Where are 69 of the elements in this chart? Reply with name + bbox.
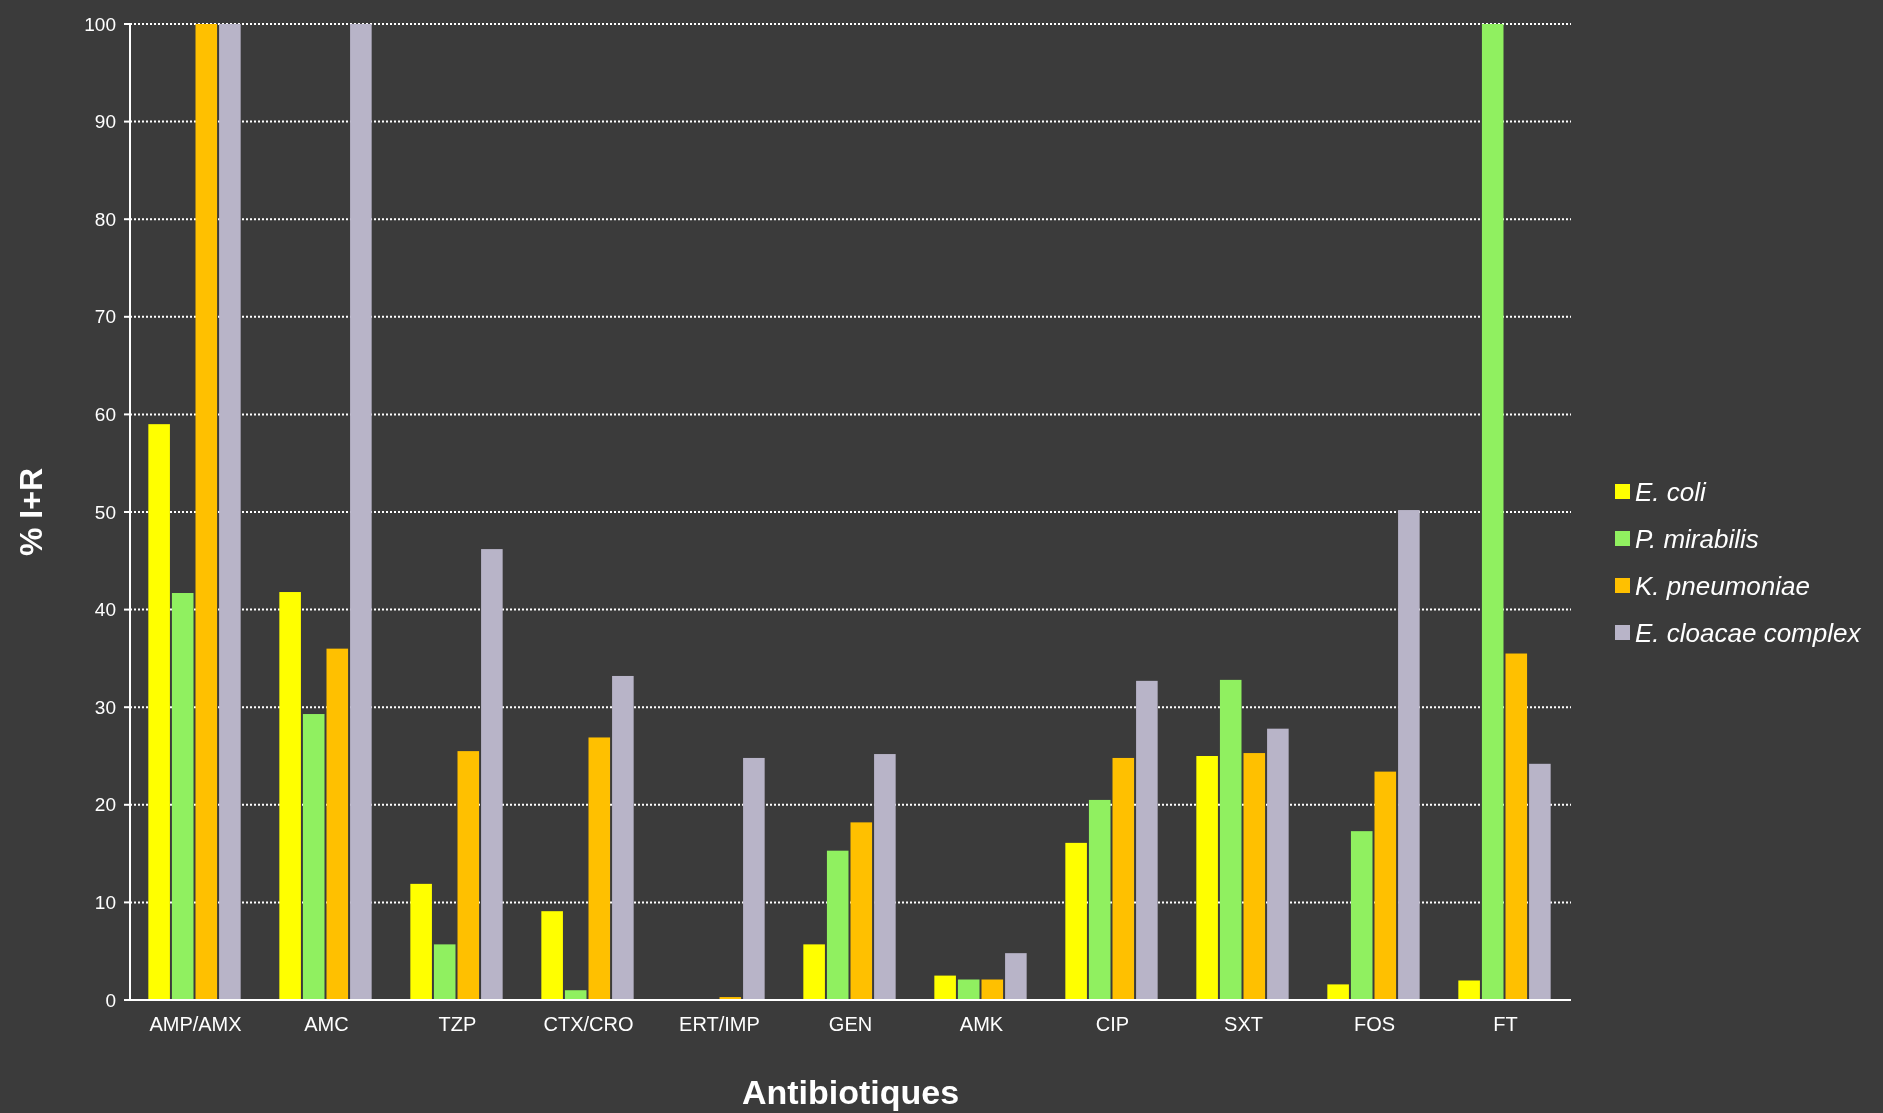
bar <box>1458 980 1480 1000</box>
x-tick-label: CIP <box>1095 1013 1130 1035</box>
y-tick-label: 10 <box>94 892 116 914</box>
legend-label: P. mirabilis <box>1635 524 1759 555</box>
bar <box>1350 831 1373 1000</box>
bar <box>326 648 349 1000</box>
y-tick-label: 70 <box>94 306 116 328</box>
bar <box>612 675 634 1000</box>
bar <box>1327 984 1349 1000</box>
bar <box>302 714 325 1000</box>
y-tick-label: 20 <box>94 794 116 816</box>
legend-label: E. cloacae complex <box>1635 618 1862 649</box>
y-tick-label: 80 <box>94 208 116 230</box>
bar <box>171 593 194 1000</box>
y-axis-title: % I+R <box>13 467 49 557</box>
bar <box>743 757 765 1000</box>
legend-label: E. coli <box>1635 477 1708 508</box>
bar <box>350 24 372 1000</box>
y-tick-label: 90 <box>94 111 116 133</box>
y-tick-label: 60 <box>94 404 116 426</box>
bar <box>1481 24 1504 1000</box>
bar <box>1065 842 1087 1000</box>
bar <box>1529 763 1551 1000</box>
legend-label: K. pneumoniae <box>1635 571 1810 602</box>
x-tick-label: TZP <box>438 1013 477 1035</box>
x-tick-label: GEN <box>828 1013 873 1035</box>
y-tick-label: 30 <box>94 696 116 718</box>
bar <box>588 737 611 1000</box>
x-tick-label: CTX/CRO <box>543 1013 634 1035</box>
bar <box>148 424 170 1000</box>
bar <box>410 883 432 1000</box>
bar <box>1243 753 1266 1000</box>
bar <box>874 754 896 1000</box>
bar <box>1136 680 1158 1000</box>
bar <box>433 944 456 1000</box>
bar <box>826 850 849 1000</box>
bar <box>279 592 301 1000</box>
x-axis-title: Antibiotiques <box>741 1073 960 1111</box>
x-tick-label: FOS <box>1353 1013 1396 1035</box>
x-tick-label: AMP/AMX <box>149 1013 242 1035</box>
bar <box>981 979 1004 1000</box>
bar <box>1088 799 1111 1000</box>
bar <box>1219 679 1242 1000</box>
x-tick-label: ERT/IMP <box>679 1013 760 1035</box>
bar <box>850 822 873 1000</box>
x-tick-label: FT <box>1493 1013 1518 1035</box>
bar <box>934 975 956 1000</box>
bar <box>1398 510 1420 1000</box>
y-tick-label: 100 <box>84 13 116 35</box>
bar <box>457 751 480 1000</box>
x-tick-label: SXT <box>1224 1013 1263 1035</box>
bar <box>1505 653 1528 1000</box>
bar <box>1196 756 1218 1000</box>
bar <box>1267 728 1289 1000</box>
bar <box>1374 771 1397 1000</box>
y-tick-label: 0 <box>105 989 116 1011</box>
bar <box>195 24 218 1000</box>
bar <box>219 24 241 1000</box>
bar <box>1005 953 1027 1000</box>
bar <box>564 990 587 1000</box>
bar <box>1112 757 1135 1000</box>
bar <box>481 549 503 1000</box>
x-tick-label: AMC <box>304 1013 349 1035</box>
bar <box>957 979 980 1000</box>
y-tick-label: 40 <box>94 599 116 621</box>
y-tick-label: 50 <box>94 501 116 523</box>
x-tick-label: AMK <box>959 1013 1004 1035</box>
bar <box>803 944 825 1000</box>
bar <box>541 911 563 1000</box>
